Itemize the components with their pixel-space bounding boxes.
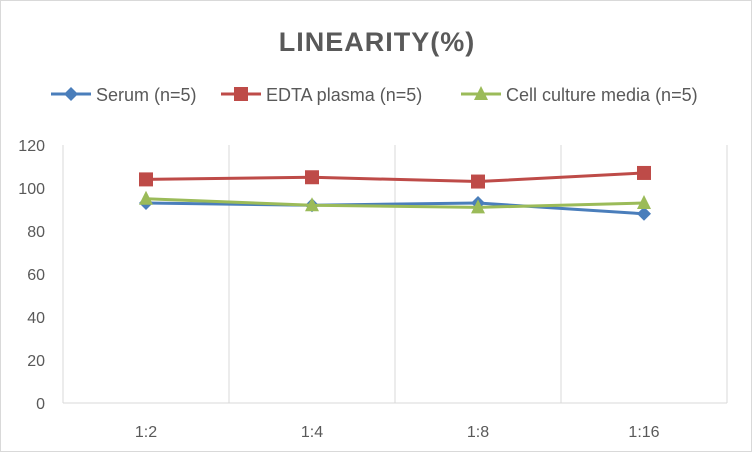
legend-marker (234, 87, 248, 101)
y-tick-label: 80 (27, 224, 45, 241)
data-point (637, 206, 651, 221)
x-tick-label: 1:2 (135, 424, 157, 441)
legend-label: EDTA plasma (n=5) (266, 85, 422, 105)
x-tick-label: 1:16 (628, 424, 659, 441)
y-tick-label: 40 (27, 310, 45, 327)
data-point (139, 172, 153, 187)
series-line (145, 201, 645, 216)
data-point (471, 174, 485, 189)
series-triangle (139, 190, 651, 214)
legend-marker (474, 86, 488, 100)
series-square (139, 165, 651, 189)
legend-marker (64, 87, 78, 101)
data-point (637, 195, 651, 210)
x-tick-label: 1:4 (301, 424, 323, 441)
series-line (145, 197, 645, 209)
data-point (139, 190, 153, 205)
y-tick-label: 20 (27, 353, 45, 370)
axes: 0 20 40 60 80 100 120 1:2 1:4 1:8 1:16 (18, 138, 727, 441)
y-tick-label: 0 (36, 396, 45, 413)
data-point (471, 199, 485, 214)
data-point (305, 170, 319, 185)
legend: Serum (n=5) EDTA plasma (n=5) Cell culture… (51, 85, 698, 105)
legend-label: Serum (n=5) (96, 85, 197, 105)
y-tick-label: 60 (27, 267, 45, 284)
chart-title: LINEARITY(%) (279, 27, 476, 57)
series-line (145, 171, 645, 184)
x-tick-label: 1:8 (467, 424, 489, 441)
grid (62, 145, 728, 403)
data-point (637, 165, 651, 180)
legend-label: Cell culture media (n=5) (506, 85, 698, 105)
y-tick-label: 120 (18, 138, 45, 155)
y-tick-label: 100 (18, 181, 45, 198)
series-group (139, 165, 651, 221)
data-point (305, 197, 319, 212)
